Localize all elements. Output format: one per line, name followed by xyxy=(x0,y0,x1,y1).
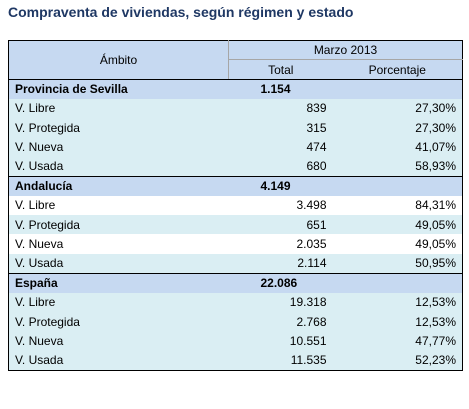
row-name: V. Protegida xyxy=(8,118,229,138)
table-row: V. Nueva 474 41,07% xyxy=(8,137,463,157)
row-percentage: 52,23% xyxy=(332,350,463,371)
row-percentage: 27,30% xyxy=(332,118,463,138)
table-row: V. Nueva 2.035 49,05% xyxy=(8,234,463,254)
group-total: 22.086 xyxy=(228,272,333,293)
header-period: Marzo 2013 xyxy=(228,40,463,61)
group-empty-cell xyxy=(332,175,463,196)
group-empty-cell xyxy=(332,272,463,293)
row-percentage: 12,53% xyxy=(332,311,463,332)
row-total: 315 xyxy=(228,118,333,138)
row-name: V. Libre xyxy=(8,195,229,216)
row-name: V. Nueva xyxy=(8,137,229,157)
row-percentage: 84,31% xyxy=(332,195,463,216)
table-row: V. Protegida 651 49,05% xyxy=(8,215,463,235)
table-row: V. Usada 2.114 50,95% xyxy=(8,253,463,274)
row-total: 2.114 xyxy=(228,253,333,274)
row-percentage: 49,05% xyxy=(332,234,463,254)
group-name: España xyxy=(8,272,229,293)
table-row: V. Protegida 2.768 12,53% xyxy=(8,311,463,332)
header-total: Total xyxy=(228,59,333,80)
row-percentage: 50,95% xyxy=(332,253,463,274)
row-total: 474 xyxy=(228,137,333,157)
group-total: 4.149 xyxy=(228,175,333,196)
row-total: 2.035 xyxy=(228,234,333,254)
row-total: 19.318 xyxy=(228,292,333,312)
row-percentage: 47,77% xyxy=(332,331,463,351)
data-table: Ámbito Marzo 2013 Total Porcentaje Provi… xyxy=(8,40,463,371)
page-title: Compraventa de viviendas, según régimen … xyxy=(8,4,354,20)
group-row: España 22.086 xyxy=(8,272,463,293)
row-name: V. Protegida xyxy=(8,311,229,332)
group-row: Provincia de Sevilla 1.154 xyxy=(8,78,463,99)
table-row: V. Libre 839 27,30% xyxy=(8,98,463,119)
row-percentage: 12,53% xyxy=(332,292,463,312)
header-porcentaje: Porcentaje xyxy=(332,59,463,80)
table-row: V. Libre 19.318 12,53% xyxy=(8,292,463,312)
table-row: V. Protegida 315 27,30% xyxy=(8,118,463,138)
row-name: V. Usada xyxy=(8,350,229,371)
group-total: 1.154 xyxy=(228,78,333,99)
row-name: V. Usada xyxy=(8,156,229,177)
header-ambito: Ámbito xyxy=(8,40,229,80)
row-percentage: 27,30% xyxy=(332,98,463,119)
row-total: 3.498 xyxy=(228,195,333,216)
row-name: V. Protegida xyxy=(8,215,229,235)
table-row: V. Usada 680 58,93% xyxy=(8,156,463,177)
row-total: 680 xyxy=(228,156,333,177)
row-percentage: 41,07% xyxy=(332,137,463,157)
group-row: Andalucía 4.149 xyxy=(8,175,463,196)
group-name: Provincia de Sevilla xyxy=(8,78,229,99)
group-empty-cell xyxy=(332,78,463,99)
row-total: 839 xyxy=(228,98,333,119)
row-total: 651 xyxy=(228,215,333,235)
row-percentage: 49,05% xyxy=(332,215,463,235)
row-total: 2.768 xyxy=(228,311,333,332)
group-name: Andalucía xyxy=(8,175,229,196)
row-name: V. Nueva xyxy=(8,234,229,254)
row-name: V. Nueva xyxy=(8,331,229,351)
table-row: V. Nueva 10.551 47,77% xyxy=(8,331,463,351)
table-row: V. Libre 3.498 84,31% xyxy=(8,195,463,216)
row-name: V. Usada xyxy=(8,253,229,274)
table-body: Provincia de Sevilla 1.154 V. Libre 839 27,3… xyxy=(8,78,463,371)
row-total: 11.535 xyxy=(228,350,333,371)
row-percentage: 58,93% xyxy=(332,156,463,177)
table-row: V. Usada 11.535 52,23% xyxy=(8,350,463,371)
row-total: 10.551 xyxy=(228,331,333,351)
row-name: V. Libre xyxy=(8,292,229,312)
row-name: V. Libre xyxy=(8,98,229,119)
